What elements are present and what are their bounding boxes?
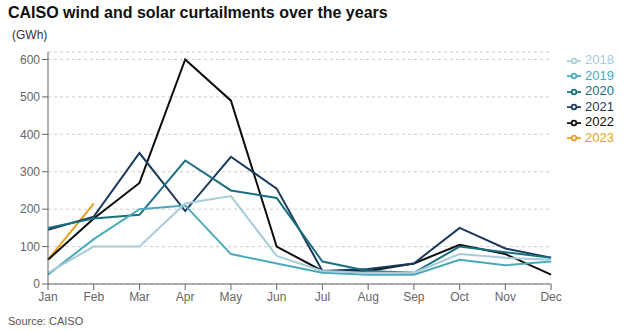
html-text:2019: 2019 — [585, 67, 614, 83]
svg-text:Jul: Jul — [315, 290, 330, 304]
svg-text:Oct: Oct — [450, 290, 469, 304]
svg-text:100: 100 — [20, 240, 40, 254]
svg-text:600: 600 — [20, 53, 40, 67]
svg-text:Sep: Sep — [403, 290, 425, 304]
html-text:2023: 2023 — [585, 129, 614, 145]
svg-text:Mar: Mar — [129, 290, 150, 304]
html-text:(GWh): (GWh) — [12, 28, 48, 42]
svg-text:Apr: Apr — [176, 290, 195, 304]
svg-text:Nov: Nov — [495, 290, 516, 304]
svg-text:500: 500 — [20, 90, 40, 104]
html-text:2022: 2022 — [585, 114, 614, 130]
html-text:2018: 2018 — [585, 52, 614, 67]
svg-text:Dec: Dec — [540, 290, 561, 304]
html-text:CAISO wind and solar curtailme: CAISO wind and solar curtailments over t… — [8, 4, 388, 21]
svg-text:May: May — [220, 290, 243, 304]
svg-text:0: 0 — [33, 277, 40, 291]
html-text:Source: CAISO: Source: CAISO — [8, 315, 84, 327]
svg-text:400: 400 — [20, 128, 40, 142]
svg-text:200: 200 — [20, 202, 40, 216]
svg-text:Jun: Jun — [267, 290, 286, 304]
svg-text:Feb: Feb — [83, 290, 104, 304]
svg-text:Aug: Aug — [357, 290, 378, 304]
svg-text:300: 300 — [20, 165, 40, 179]
html-text:2020: 2020 — [585, 83, 614, 99]
svg-text:Jan: Jan — [38, 290, 57, 304]
html-text:2021: 2021 — [585, 98, 614, 114]
